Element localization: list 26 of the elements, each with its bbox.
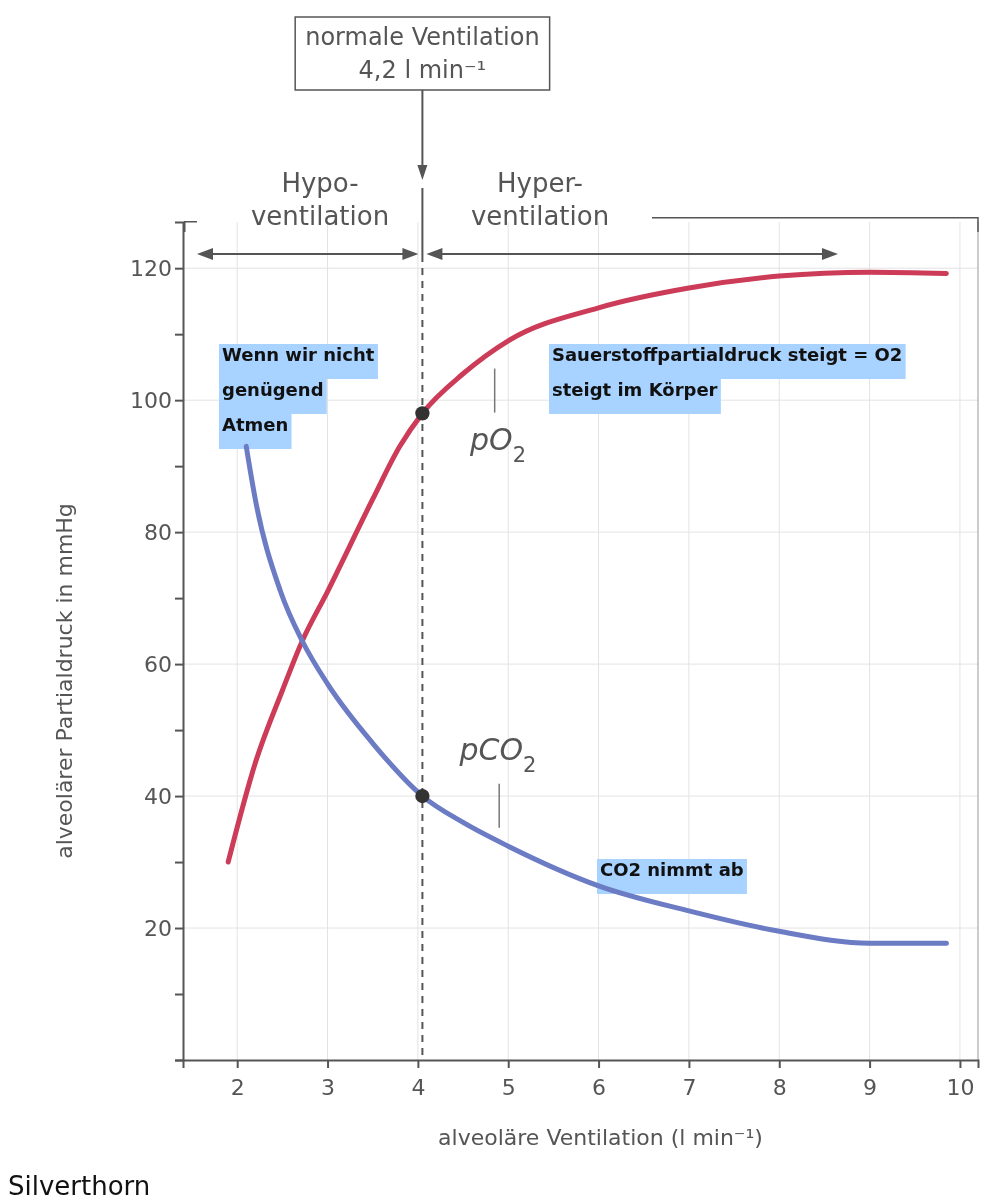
x-tick-label: 8 — [772, 1075, 787, 1101]
x-tick-label: 2 — [230, 1075, 245, 1101]
y-tick-label: 100 — [130, 387, 172, 413]
y-tick-label: 20 — [144, 915, 172, 941]
annotation: Hyper- ventilation — [470, 168, 610, 231]
annotation: CO2 nimmt ab — [600, 859, 744, 880]
ref-line-label: normale Ventilation 4,2 l min⁻¹ — [305, 23, 540, 84]
y-tick-label: 120 — [130, 255, 172, 281]
y-tick-label: 40 — [144, 783, 172, 809]
text: Silverthorn — [8, 1171, 151, 1200]
x-tick-label: 4 — [411, 1075, 426, 1101]
x-axis-title: alveoläre Ventilation (l min⁻¹) — [438, 1125, 763, 1150]
y-axis-title: alveolärer Partialdruck in mmHg — [52, 503, 77, 859]
y-tick-label: 80 — [144, 519, 172, 545]
x-tick-label: 5 — [501, 1075, 516, 1101]
annotation: Sauerstoffpartialdruck steigt = O2 steigt im Körper — [552, 344, 903, 400]
series-label: pO$_{2}$ — [468, 422, 527, 467]
annotation: Hypo- ventilation — [250, 168, 390, 231]
x-tick-label: 3 — [321, 1075, 336, 1101]
x-tick-label: 9 — [863, 1075, 878, 1101]
x-tick-label: 6 — [592, 1075, 607, 1101]
annotation: Wenn wir nicht genügend Atmen — [222, 344, 375, 435]
x-tick-label: 10 — [946, 1075, 975, 1101]
y-tick-label: 60 — [144, 651, 172, 677]
x-tick-label: 7 — [682, 1075, 697, 1101]
series-label: pCO$_{2}$ — [458, 732, 537, 777]
